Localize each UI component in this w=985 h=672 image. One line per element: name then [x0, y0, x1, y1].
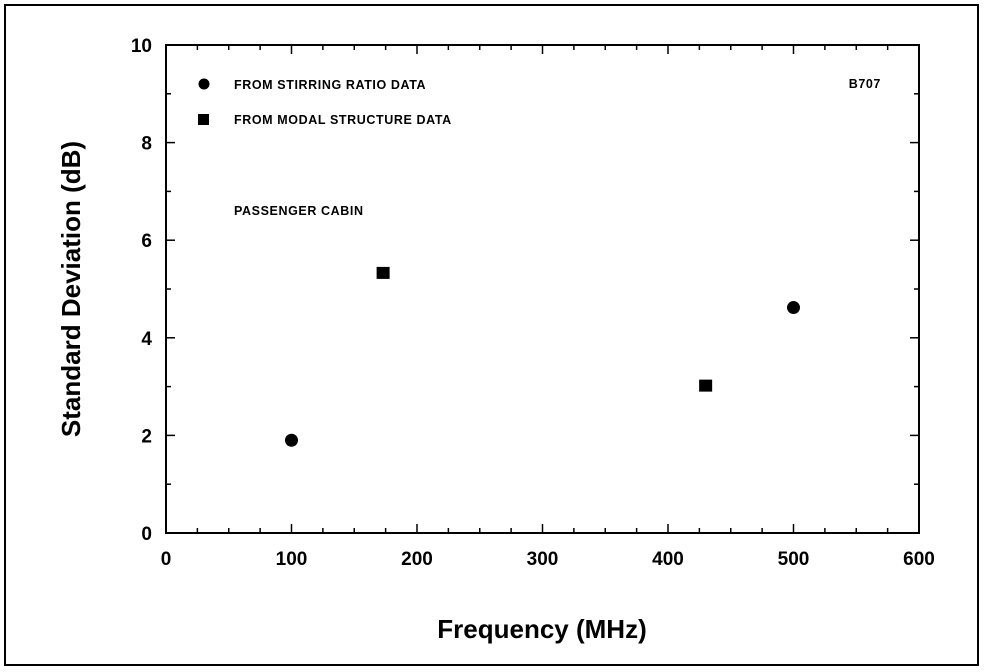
- axis-ticks: [165, 44, 920, 534]
- x-axis-title: Frequency (MHz): [437, 614, 646, 644]
- square-data-point: [376, 266, 390, 279]
- y-tick-label: 2: [141, 426, 152, 447]
- y-tick-label: 8: [141, 134, 152, 155]
- y-axis-title: Standard Deviation (dB): [56, 141, 86, 437]
- x-tick-label: 0: [161, 549, 172, 570]
- circle-data-point: [787, 301, 800, 315]
- y-tick-label: 0: [141, 524, 152, 545]
- data-points: [285, 266, 800, 447]
- x-tick-label: 400: [652, 549, 684, 570]
- legend-square-marker: [198, 114, 209, 125]
- y-tick-label: 4: [141, 329, 152, 350]
- region-annotation: PASSENGER CABIN: [234, 204, 364, 218]
- legend-label-stirring: FROM STIRRING RATIO DATA: [234, 78, 426, 92]
- x-tick-label: 500: [778, 549, 810, 570]
- legend-label-modal: FROM MODAL STRUCTURE DATA: [234, 113, 452, 127]
- legend-circle-marker: [198, 78, 210, 90]
- x-tick-label: 300: [527, 549, 559, 570]
- figure-frame: [4, 4, 979, 666]
- x-tick-label: 100: [276, 549, 308, 570]
- y-tick-labels: 0 2 4 6 8 10: [131, 36, 153, 545]
- x-tick-label: 600: [903, 549, 935, 570]
- y-tick-label: 6: [141, 231, 152, 252]
- circle-data-point: [285, 433, 298, 447]
- aircraft-annotation: B707: [849, 77, 881, 91]
- x-tick-labels: 0 100 200 300 400 500 600: [161, 549, 935, 570]
- square-data-point: [699, 379, 713, 392]
- legend: FROM STIRRING RATIO DATA FROM MODAL STRU…: [198, 78, 452, 127]
- y-tick-label: 10: [131, 36, 152, 57]
- x-tick-label: 200: [401, 549, 433, 570]
